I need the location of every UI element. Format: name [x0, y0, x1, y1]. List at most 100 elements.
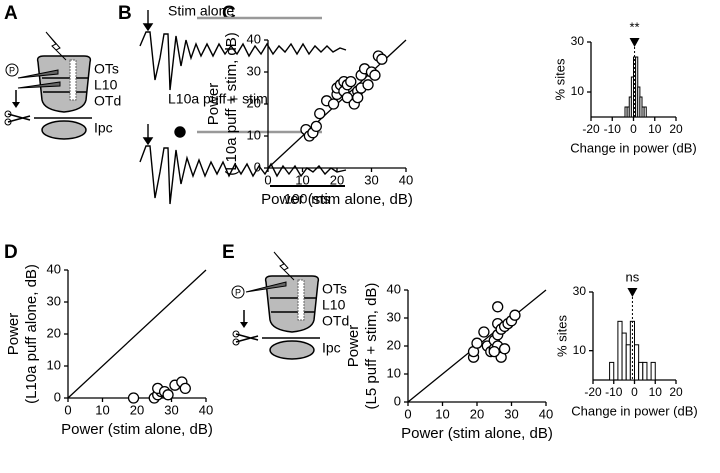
diagram	[231, 251, 320, 360]
diagram-label: Ipc	[94, 120, 113, 136]
x-tick-label: -10	[604, 122, 622, 136]
y-tick-label: 10	[47, 357, 61, 372]
y-axis-label: % sites	[552, 58, 567, 100]
bar	[625, 344, 631, 381]
trace-label: L10a puff + stim	[168, 91, 268, 107]
point	[352, 91, 364, 104]
x-tick-label: 10	[95, 402, 109, 417]
point	[314, 107, 326, 120]
point	[162, 389, 174, 401]
y-tick-label: 0	[254, 159, 261, 174]
x-tick-label: 10	[435, 406, 449, 421]
x-tick-label: 20	[470, 406, 484, 421]
x-tick-label: 0	[264, 172, 271, 187]
point	[498, 343, 511, 355]
x-tick-label: 0	[404, 406, 411, 421]
diagram-label: L10	[322, 297, 346, 313]
marker	[629, 38, 640, 47]
y-axis-label: % sites	[554, 315, 569, 357]
y-tick-label: 30	[47, 293, 61, 308]
pipette-label: P	[9, 65, 15, 75]
y-tick-label: 10	[247, 127, 261, 142]
x-axis-label: Change in power (dB)	[571, 403, 697, 418]
scale-bar-label: 100 ms	[284, 191, 330, 207]
point	[310, 120, 322, 133]
x-tick-label: 0	[630, 122, 637, 136]
y-tick-label: 10	[573, 343, 587, 357]
diagram-label: OTs	[322, 281, 347, 297]
x-tick-label: 10	[648, 122, 662, 136]
bar	[634, 344, 640, 381]
panel-letter: A	[4, 3, 18, 24]
x-axis-label: Power (stim alone, dB)	[261, 191, 413, 208]
panel-letter: E	[222, 242, 235, 263]
bar	[617, 320, 623, 381]
y-tick-label: 20	[47, 325, 61, 340]
y-axis-label: (L5 puff + stim, dB)	[363, 283, 380, 410]
point	[492, 301, 504, 313]
x-tick-label: 30	[164, 402, 178, 417]
point	[345, 75, 357, 88]
y-axis-label: Power	[5, 313, 22, 356]
x-tick-label: -10	[605, 385, 623, 399]
y-axis-label: (L10a puff alone, dB)	[23, 264, 40, 404]
point	[179, 382, 191, 395]
pipette-label: P	[235, 287, 241, 297]
point	[509, 309, 521, 321]
x-axis-label: Change in power (dB)	[570, 140, 696, 155]
y-tick-label: 0	[394, 393, 401, 408]
x-tick-label: 20	[330, 172, 344, 187]
y-tick-label: 40	[387, 281, 401, 296]
y-tick-label: 10	[571, 84, 585, 98]
x-tick-label: 20	[130, 402, 144, 417]
point	[327, 98, 340, 110]
traces	[139, 10, 347, 205]
bar	[642, 361, 648, 381]
y-tick-label: 40	[247, 31, 261, 46]
y-tick-label: 20	[247, 95, 261, 110]
diagram-label: Ipc	[322, 340, 341, 356]
x-axis-label: Power (stim alone, dB)	[401, 425, 553, 442]
x-tick-label: 40	[399, 172, 413, 187]
x-tick-label: 30	[364, 172, 378, 187]
bar	[609, 361, 615, 381]
y-axis-label: Power	[205, 83, 222, 126]
diagram-label: OTs	[94, 61, 119, 77]
identity-line	[67, 269, 207, 399]
bar	[638, 361, 644, 381]
point	[376, 53, 388, 65]
annotation: **	[630, 19, 640, 34]
point	[362, 79, 374, 91]
y-tick-label: 40	[47, 261, 61, 276]
x-tick-label: 0	[64, 402, 71, 417]
bar	[643, 106, 647, 118]
point	[478, 326, 490, 338]
y-axis-label: (L10a puff + stim, dB)	[223, 32, 240, 176]
x-axis-label: Power (stim alone, dB)	[61, 421, 213, 438]
trace-label: Stim alone	[168, 3, 234, 19]
x-tick-label: 20	[669, 385, 683, 399]
x-tick-label: 0	[631, 385, 638, 399]
x-tick-label: -20	[584, 385, 602, 399]
point	[471, 337, 483, 349]
diagram	[4, 31, 92, 140]
x-tick-label: 10	[649, 385, 663, 399]
y-tick-label: 10	[387, 365, 401, 380]
x-tick-label: 20	[669, 122, 683, 136]
annotation: ns	[626, 269, 640, 284]
marker	[627, 288, 638, 297]
diagram-label: L10	[94, 77, 118, 93]
y-tick-label: 30	[247, 63, 261, 78]
bar	[650, 361, 656, 381]
y-tick-label: 30	[571, 34, 585, 48]
panel-letter: D	[4, 242, 18, 263]
x-tick-label: 40	[539, 406, 553, 421]
point	[127, 392, 140, 404]
point	[488, 345, 500, 358]
y-tick-label: 0	[54, 389, 61, 404]
y-tick-label: 30	[573, 284, 587, 298]
x-tick-label: 30	[504, 406, 518, 421]
x-tick-label: -20	[582, 122, 600, 136]
y-axis-label: Power	[345, 325, 362, 368]
